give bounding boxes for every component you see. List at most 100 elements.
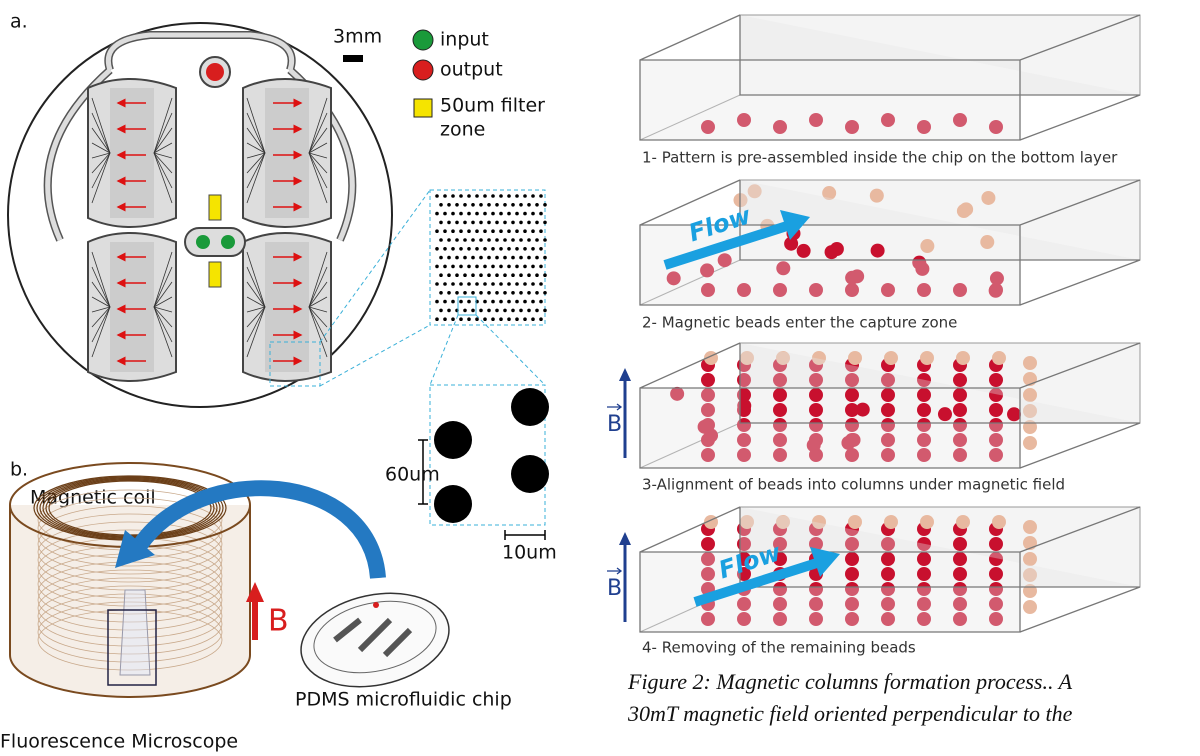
pillar xyxy=(443,300,447,304)
pillar xyxy=(459,194,463,198)
pillar xyxy=(515,212,519,216)
field-label: B xyxy=(607,576,622,601)
pillar xyxy=(503,203,507,207)
page: {"panel_a": {"label": "a.", "scale_bar":… xyxy=(0,0,1200,756)
bead xyxy=(917,403,931,417)
panel-label: a. xyxy=(10,11,28,33)
pillar xyxy=(435,229,439,233)
pillar xyxy=(447,273,451,277)
pillar xyxy=(463,309,467,313)
pillar xyxy=(539,247,543,251)
bead xyxy=(989,373,1003,387)
bead xyxy=(920,515,934,529)
bead xyxy=(1023,520,1037,534)
chip-label: PDMS microfluidic chip xyxy=(295,689,512,711)
bead xyxy=(1023,436,1037,450)
pillar xyxy=(487,291,491,295)
pillar xyxy=(495,291,499,295)
figure: a. 60um 10um 3mm input output 50um filte… xyxy=(0,0,1200,756)
pillar xyxy=(539,194,543,198)
step-caption: 2- Magnetic beads enter the capture zone xyxy=(642,314,957,332)
vector-arrow xyxy=(607,568,621,574)
pillar xyxy=(447,291,451,295)
bead xyxy=(992,351,1006,365)
pillar xyxy=(467,300,471,304)
pillar xyxy=(459,265,463,269)
figure-caption: 30mT magnetic field oriented perpendicul… xyxy=(627,701,1073,726)
pillar xyxy=(511,221,515,225)
field-arrow-head xyxy=(619,532,631,545)
pillar xyxy=(543,238,547,242)
figure-caption: Figure 2: Magnetic columns formation pro… xyxy=(627,669,1073,694)
pillar xyxy=(447,221,451,225)
pillar xyxy=(503,238,507,242)
pillar xyxy=(479,221,483,225)
objective xyxy=(120,590,150,675)
bead xyxy=(884,351,898,365)
pillar xyxy=(539,212,543,216)
pillar xyxy=(443,317,447,321)
pillar xyxy=(527,256,531,260)
pillar xyxy=(495,273,499,277)
bead xyxy=(870,189,884,203)
pillar xyxy=(515,194,519,198)
pillar xyxy=(511,455,549,493)
bead xyxy=(989,567,1003,581)
chip-outline xyxy=(8,23,392,407)
bead xyxy=(856,403,870,417)
pillar xyxy=(491,300,495,304)
pillar xyxy=(539,265,543,269)
step-caption: 1- Pattern is pre-assembled inside the c… xyxy=(642,149,1118,167)
pillar xyxy=(507,194,511,198)
pillar xyxy=(435,265,439,269)
pillar xyxy=(459,300,463,304)
pillar xyxy=(439,221,443,225)
pillar xyxy=(507,265,511,269)
pillar xyxy=(467,212,471,216)
bead xyxy=(701,373,715,387)
pillar xyxy=(471,221,475,225)
pillar xyxy=(479,256,483,260)
pillar xyxy=(455,203,459,207)
pillar xyxy=(487,221,491,225)
pillar xyxy=(443,247,447,251)
pillar xyxy=(459,317,463,321)
pillar xyxy=(539,317,543,321)
pillar xyxy=(511,203,515,207)
pillar xyxy=(479,238,483,242)
pillar xyxy=(475,229,479,233)
pillar xyxy=(434,421,472,459)
bead xyxy=(845,388,859,402)
pillar xyxy=(475,282,479,286)
pillar xyxy=(455,238,459,242)
pillar xyxy=(483,247,487,251)
pillar xyxy=(463,256,467,260)
pillar xyxy=(523,247,527,251)
pillar xyxy=(523,282,527,286)
pillar xyxy=(443,212,447,216)
pillar xyxy=(499,247,503,251)
bead xyxy=(953,537,967,551)
bead xyxy=(809,403,823,417)
pillar xyxy=(519,238,523,242)
pillar xyxy=(527,221,531,225)
pillar xyxy=(451,265,455,269)
pillar xyxy=(435,194,439,198)
bead xyxy=(884,515,898,529)
filter xyxy=(209,262,221,287)
field-arrow-head xyxy=(619,368,631,381)
pillar xyxy=(507,247,511,251)
pillar xyxy=(463,273,467,277)
pillar xyxy=(451,317,455,321)
bead xyxy=(773,388,787,402)
legend-label: 50um filter xyxy=(440,95,545,117)
pillar xyxy=(475,265,479,269)
pillar xyxy=(483,300,487,304)
pillar xyxy=(435,247,439,251)
pillar xyxy=(543,221,547,225)
scale-bar xyxy=(343,55,363,62)
bead xyxy=(981,191,995,205)
pillar xyxy=(527,309,531,313)
pillar xyxy=(467,282,471,286)
pillar xyxy=(443,265,447,269)
